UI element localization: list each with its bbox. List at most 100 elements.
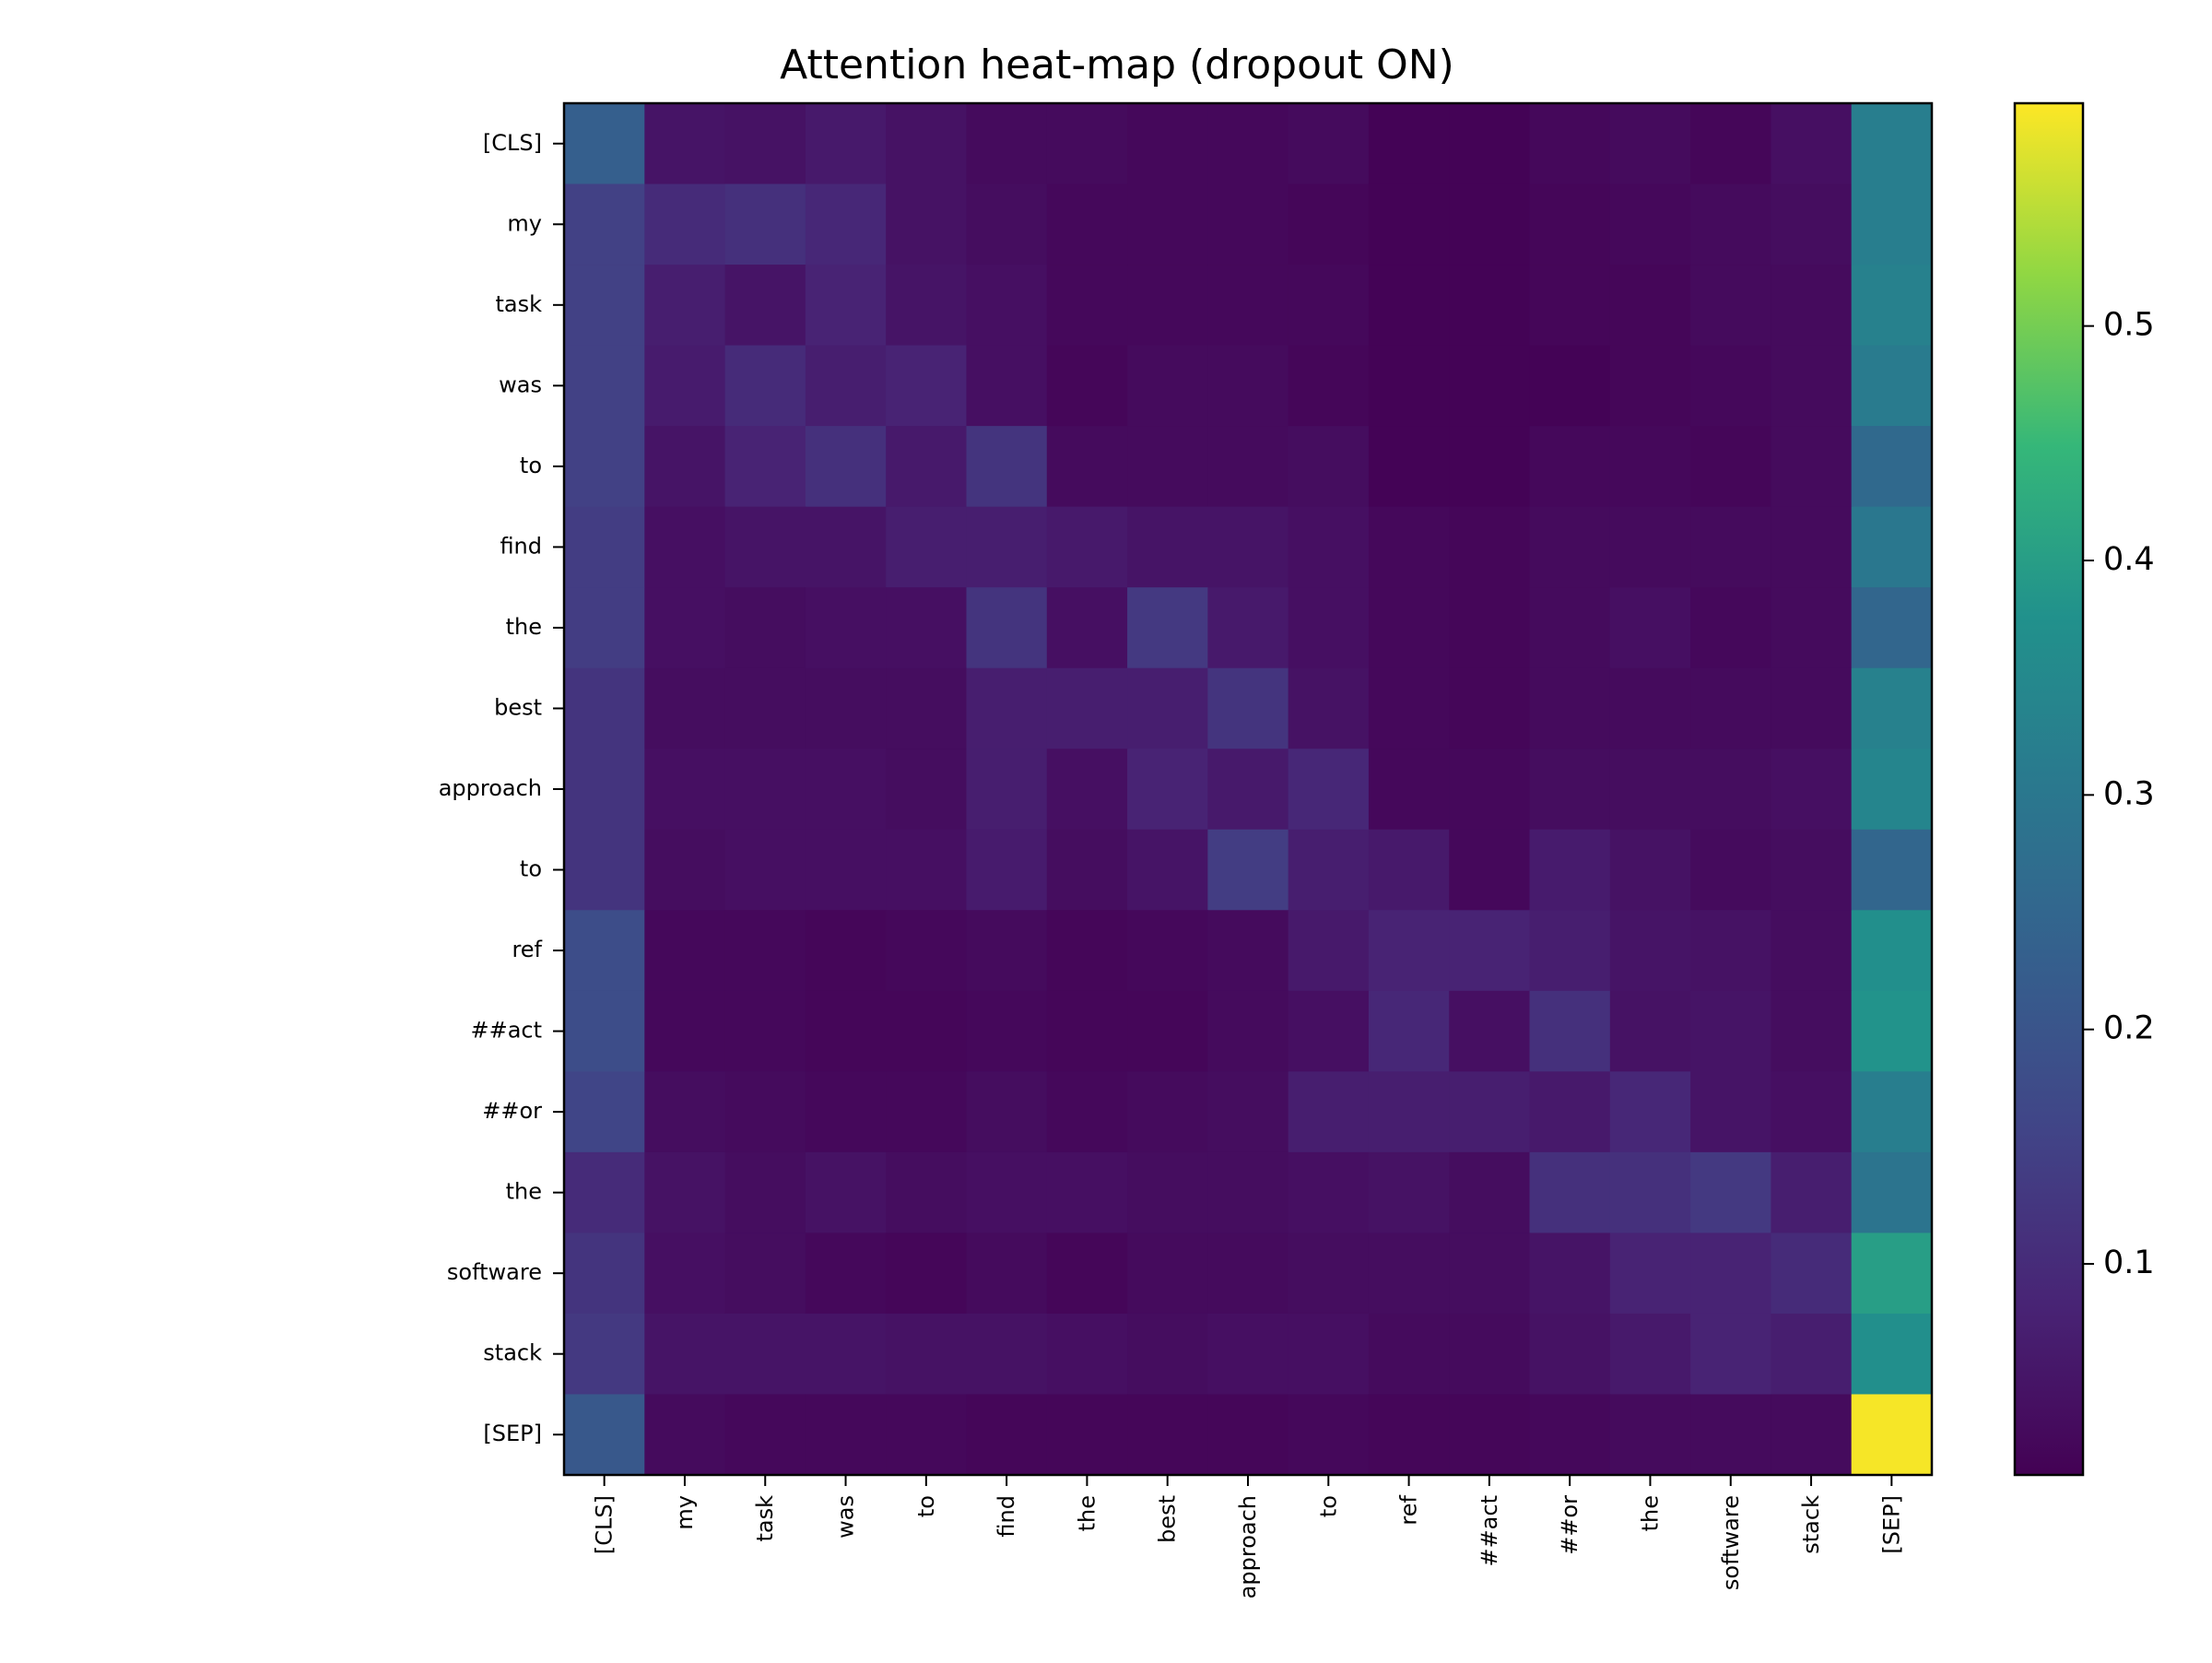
y-tick-label: find [500, 533, 542, 559]
heatmap-cell [1609, 749, 1691, 831]
y-tick-label: ##act [470, 1018, 542, 1044]
heatmap-cell [1529, 103, 1611, 185]
heatmap-cell [564, 749, 645, 831]
heatmap-cell [1368, 183, 1450, 265]
heatmap-cell [1851, 1071, 1933, 1153]
heatmap-cell [1529, 829, 1611, 911]
heatmap-cell [1771, 506, 1853, 588]
heatmap-cell [1609, 506, 1691, 588]
heatmap-cell [1690, 1151, 1772, 1234]
heatmap-cell [886, 667, 968, 749]
heatmap-cell [966, 749, 1048, 831]
heatmap-cell [644, 426, 726, 508]
heatmap-cell [1288, 1151, 1370, 1234]
heatmap-cell [966, 1151, 1048, 1234]
heatmap-cell [886, 1071, 968, 1153]
heatmap-cell [1207, 749, 1289, 831]
y-tick-label: to [520, 453, 542, 478]
colorbar-tick-label: 0.4 [2103, 541, 2155, 578]
heatmap-cell [724, 749, 806, 831]
y-tick-label: my [507, 210, 542, 236]
heatmap-cell [1609, 345, 1691, 427]
chart-title: Attention heat-map (dropout ON) [780, 41, 1454, 88]
heatmap-cell [1690, 506, 1772, 588]
heatmap-cell [1609, 910, 1691, 992]
heatmap-cell [1288, 749, 1370, 831]
heatmap-cell [724, 426, 806, 508]
heatmap-cell [1690, 1394, 1772, 1476]
x-tick-label: [CLS] [592, 1495, 618, 1554]
heatmap-cell [1046, 910, 1128, 992]
colorbar-tick-label: 0.5 [2103, 307, 2155, 344]
heatmap-cell [724, 829, 806, 911]
heatmap-cell [1771, 829, 1853, 911]
heatmap-cell [1609, 587, 1691, 669]
heatmap-cell [805, 990, 887, 1072]
heatmap-cell [1771, 103, 1853, 185]
heatmap-cell [1851, 345, 1933, 427]
heatmap-cell [1368, 667, 1450, 749]
heatmap-cell [1046, 1233, 1128, 1315]
heatmap-cell [966, 506, 1048, 588]
y-tick-label: best [494, 694, 542, 720]
heatmap-cell [1529, 506, 1611, 588]
heatmap-cell [1368, 1071, 1450, 1153]
heatmap-cell [724, 1313, 806, 1396]
heatmap-cell [805, 1151, 887, 1234]
heatmap-cell [805, 103, 887, 185]
heatmap-cell [1851, 103, 1933, 185]
heatmap-cell [1288, 910, 1370, 992]
heatmap-cell [1609, 1313, 1691, 1396]
heatmap-cell [966, 990, 1048, 1072]
heatmap-cell [1529, 749, 1611, 831]
heatmap-cell [1449, 265, 1531, 347]
heatmap-cell [564, 265, 645, 347]
heatmap-cell [644, 990, 726, 1072]
y-tick-label: task [495, 291, 542, 317]
heatmap-cell [1207, 910, 1289, 992]
y-tick-label: to [520, 856, 542, 882]
heatmap-cell [1127, 265, 1208, 347]
heatmap-cell [1288, 1233, 1370, 1315]
heatmap-cell [1207, 1151, 1289, 1234]
heatmap-cell [1771, 667, 1853, 749]
heatmap-cell [644, 1071, 726, 1153]
x-tick-label: find [994, 1495, 1019, 1538]
heatmap-cell [1127, 183, 1208, 265]
heatmap-cell [1529, 265, 1611, 347]
heatmap-cell [1449, 1233, 1531, 1315]
heatmap-cell [1771, 1313, 1853, 1396]
heatmap-cell [1449, 749, 1531, 831]
heatmap-cell [805, 1233, 887, 1315]
heatmap-cell [1690, 103, 1772, 185]
heatmap-cell [1127, 910, 1208, 992]
heatmap-cell [1127, 1151, 1208, 1234]
heatmap-cell [1851, 265, 1933, 347]
heatmap-cell [1529, 587, 1611, 669]
heatmap-cell [724, 587, 806, 669]
y-tick-label: [CLS] [483, 130, 542, 156]
heatmap-cell [724, 345, 806, 427]
x-tick-label: was [833, 1495, 859, 1539]
heatmap-cell [1127, 1233, 1208, 1315]
colorbar-ticks: 0.1 0.2 0.3 0.4 0.5 [2083, 307, 2155, 1281]
heatmap-cell [1690, 345, 1772, 427]
heatmap-cell [1609, 1151, 1691, 1234]
colorbar-tick-label: 0.3 [2103, 775, 2155, 812]
heatmap-cell [1449, 1071, 1531, 1153]
heatmap-cell [1609, 667, 1691, 749]
heatmap-cell [1449, 1313, 1531, 1396]
x-tick-label: best [1155, 1495, 1181, 1543]
heatmap-cell [1690, 667, 1772, 749]
heatmap-cell [886, 1151, 968, 1234]
heatmap-cell [1851, 183, 1933, 265]
heatmap-cell [1127, 1394, 1208, 1476]
heatmap-cell [724, 265, 806, 347]
heatmap-cell [1771, 990, 1853, 1072]
heatmap-cell [1529, 990, 1611, 1072]
heatmap-cell [1449, 506, 1531, 588]
heatmap-cell [1127, 345, 1208, 427]
heatmap-cell [966, 667, 1048, 749]
heatmap-cell [1449, 990, 1531, 1072]
